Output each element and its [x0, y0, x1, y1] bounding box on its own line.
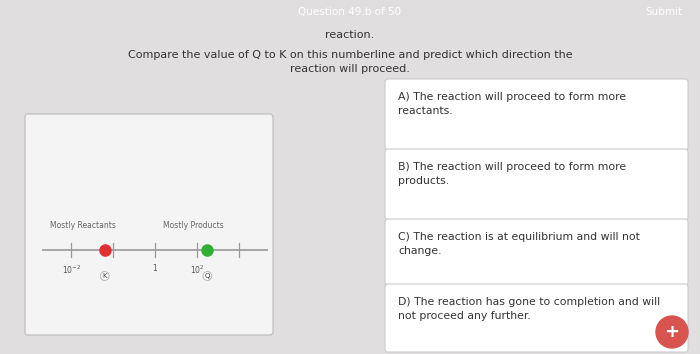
Text: C) The reaction is at equilibrium and will not
change.: C) The reaction is at equilibrium and wi… — [398, 232, 640, 256]
Text: B) The reaction will proceed to form more
products.: B) The reaction will proceed to form mor… — [398, 162, 626, 186]
Text: D) The reaction has gone to completion and will
not proceed any further.: D) The reaction has gone to completion a… — [398, 297, 660, 321]
Text: 1: 1 — [153, 264, 158, 273]
Text: Q: Q — [204, 273, 210, 279]
Text: reaction.: reaction. — [326, 30, 374, 40]
FancyBboxPatch shape — [25, 114, 273, 335]
FancyBboxPatch shape — [385, 219, 688, 285]
Text: Submit: Submit — [645, 7, 682, 17]
Text: +: + — [664, 323, 680, 341]
FancyBboxPatch shape — [385, 149, 688, 220]
FancyBboxPatch shape — [385, 79, 688, 150]
FancyBboxPatch shape — [385, 284, 688, 352]
Text: $10^{2}$: $10^{2}$ — [190, 264, 204, 276]
Text: K: K — [102, 273, 107, 279]
Text: Mostly Products: Mostly Products — [163, 221, 224, 230]
Text: Compare the value of Q to K on this numberline and predict which direction the: Compare the value of Q to K on this numb… — [127, 50, 573, 60]
Text: $10^{-2}$: $10^{-2}$ — [62, 264, 81, 276]
Text: A) The reaction will proceed to form more
reactants.: A) The reaction will proceed to form mor… — [398, 92, 626, 116]
Text: reaction will proceed.: reaction will proceed. — [290, 64, 410, 74]
Text: Mostly Reactants: Mostly Reactants — [50, 221, 116, 230]
Circle shape — [656, 316, 688, 348]
Text: Question 49.b of 50: Question 49.b of 50 — [298, 7, 402, 17]
